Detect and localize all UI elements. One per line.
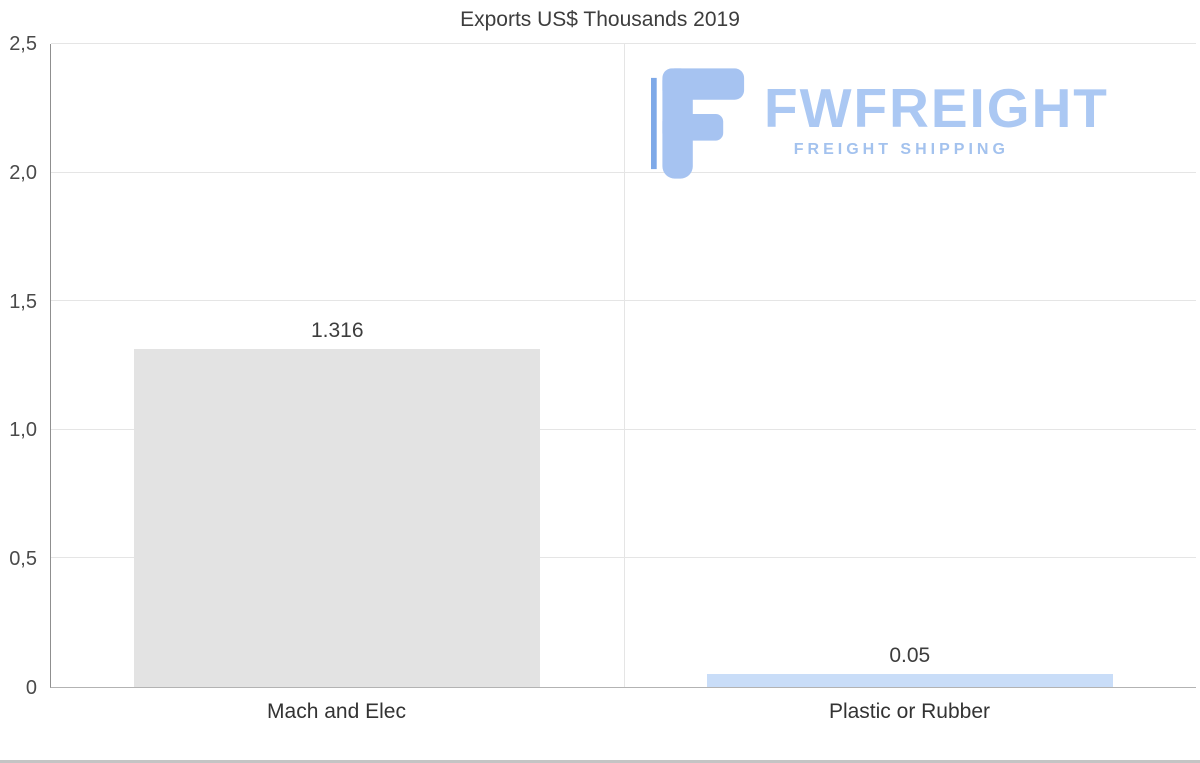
y-tick-label: 1,0 — [9, 419, 37, 442]
bar-columns: 1.316 0.05 — [51, 44, 1196, 687]
y-tick-label: 0,5 — [9, 548, 37, 571]
x-axis-label-plastic-or-rubber: Plastic or Rubber — [828, 700, 991, 723]
fwfreight-watermark: FWFREIGHT FREIGHT SHIPPING — [651, 66, 1109, 181]
y-tick-label: 0 — [25, 677, 37, 699]
x-axis-labels: Mach and Elec Plastic or Rubber — [50, 700, 1196, 724]
brand-tagline: FREIGHT SHIPPING — [793, 140, 1009, 158]
gridline — [51, 43, 1196, 44]
y-tick-label: 2,0 — [9, 161, 37, 184]
fwfreight-logo-text: FWFREIGHT FREIGHT SHIPPING — [764, 66, 1109, 159]
bar-column-mach-and-elec: 1.316 — [51, 44, 624, 687]
x-axis-label-mach-and-elec: Mach and Elec — [267, 700, 406, 723]
bar-column-plastic-or-rubber: 0.05 — [624, 44, 1197, 687]
y-tick-label: 2,5 — [9, 33, 37, 55]
bar-value-label: 1.316 — [310, 318, 364, 342]
y-axis-labels: 0 0,5 1,0 1,5 2,0 2,5 — [0, 34, 45, 698]
fwfreight-logo-icon — [651, 68, 745, 179]
chart-title: Exports US$ Thousands 2019 — [460, 8, 740, 31]
y-tick-label: 1,5 — [9, 290, 37, 313]
brand-name: FWFREIGHT — [764, 77, 1109, 139]
bar-mach-and-elec[interactable] — [134, 348, 541, 687]
category-divider-gridline — [623, 44, 625, 687]
bar-plastic-or-rubber[interactable] — [706, 674, 1113, 687]
plot-area: 1.316 0.05 FWFREIGHT FREIGHT SHIPPING — [50, 43, 1196, 688]
bar-value-label: 0.05 — [889, 644, 931, 668]
